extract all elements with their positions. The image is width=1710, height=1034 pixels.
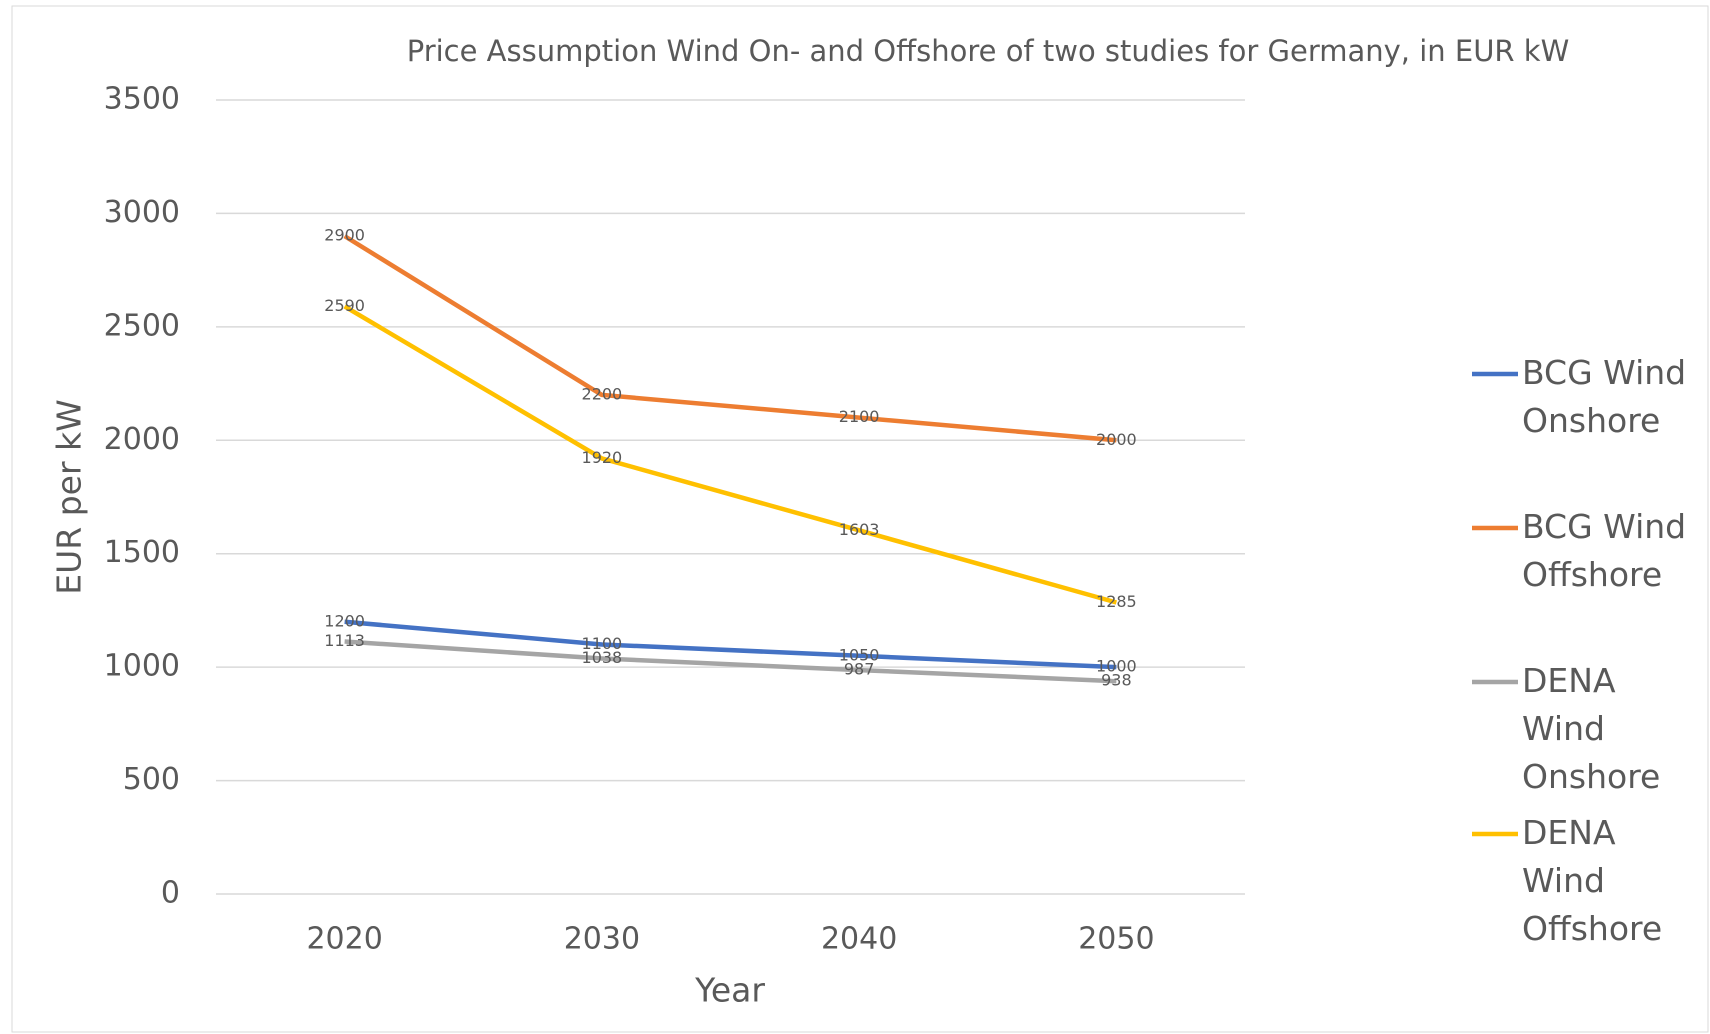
legend-line: Wind — [1522, 861, 1605, 900]
data-label: 2000 — [1096, 430, 1137, 449]
series-line — [344, 619, 1117, 670]
data-label: 1920 — [582, 448, 623, 467]
legend-line: Onshore — [1522, 757, 1660, 796]
data-label: 1038 — [582, 648, 623, 667]
legend-line: BCG Wind — [1522, 353, 1686, 392]
data-label: 938 — [1101, 671, 1132, 690]
data-label: 1200 — [324, 611, 365, 630]
series-line — [344, 639, 1117, 684]
legend-line: DENA — [1522, 661, 1616, 700]
data-label: 2100 — [839, 407, 880, 426]
series-line — [343, 304, 1117, 605]
y-tick-label: 0 — [161, 876, 180, 911]
y-tick-label: 1500 — [104, 535, 180, 570]
data-label: 2900 — [324, 226, 365, 245]
legend-line: DENA — [1522, 813, 1616, 852]
y-tick-label: 2500 — [104, 308, 180, 343]
x-tick-label: 2040 — [821, 922, 897, 957]
series-line — [343, 234, 1117, 443]
chart-frame — [11, 5, 1709, 1033]
legend-line: Onshore — [1522, 401, 1660, 440]
y-tick-label: 500 — [123, 762, 180, 797]
y-tick-label: 3000 — [104, 195, 180, 230]
x-tick-label: 2050 — [1078, 922, 1154, 957]
legend-line: Wind — [1522, 709, 1605, 748]
chart-title: Price Assumption Wind On- and Offshore o… — [407, 34, 1570, 68]
y-tick-label: 1000 — [104, 649, 180, 684]
legend-label: DENA Wind Offshore — [1522, 813, 1662, 948]
x-tick-label: 2030 — [564, 922, 640, 957]
data-label: 1000 — [1096, 657, 1137, 676]
data-label: 2590 — [324, 296, 365, 315]
data-label: 987 — [844, 660, 875, 679]
legend-line: Offshore — [1522, 555, 1662, 594]
legend-line: Offshore — [1522, 909, 1662, 948]
legend-line: BCG Wind — [1522, 507, 1686, 546]
y-tick-label: 3500 — [104, 82, 180, 117]
data-label: 1285 — [1096, 592, 1137, 611]
data-label: 1100 — [582, 634, 623, 653]
legend-label: BCG Wind Offshore — [1522, 507, 1686, 594]
x-axis-label: Year — [694, 971, 765, 1010]
legend-label: BCG Wind Onshore — [1522, 353, 1686, 440]
y-axis-label: EUR per kW — [50, 399, 89, 594]
data-label: 1113 — [324, 631, 365, 650]
data-label: 2200 — [582, 384, 623, 403]
data-label: 1050 — [839, 645, 880, 664]
y-tick-label: 2000 — [104, 422, 180, 457]
legend-label: DENA Wind Onshore — [1522, 661, 1660, 796]
data-label: 1603 — [839, 520, 880, 539]
x-tick-label: 2020 — [306, 922, 382, 957]
